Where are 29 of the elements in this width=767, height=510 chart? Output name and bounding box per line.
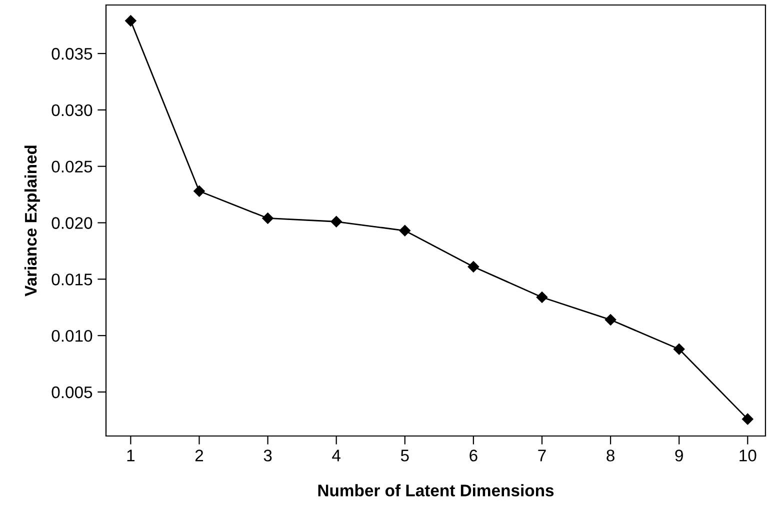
y-tick-label: 0.020 (52, 217, 92, 229)
point (194, 186, 205, 197)
point (262, 212, 274, 224)
x-tick-label: 7 (538, 450, 546, 462)
x-tick-label: 5 (400, 450, 409, 462)
y-tick-label: 0.025 (52, 160, 92, 173)
point (536, 292, 548, 303)
x-tick-label: 1 (127, 450, 134, 462)
x-tick-label: 3 (264, 450, 272, 462)
x-tick-label: 10 (740, 450, 756, 462)
point (742, 413, 754, 425)
y-tick-label: 0.015 (52, 274, 92, 286)
point (125, 15, 136, 26)
x-tick-label: 2 (195, 450, 204, 462)
x-tick-label: 9 (675, 450, 683, 462)
y-tick-label: 0.030 (52, 104, 92, 116)
x-tick-label: 4 (332, 450, 340, 462)
point (468, 261, 480, 272)
y-tick-label: 0.005 (52, 386, 92, 398)
point (604, 314, 616, 326)
x-tick-label: 8 (606, 450, 614, 462)
y-axis-title: Variance Explained (24, 146, 40, 296)
point (399, 225, 410, 236)
x-tick-label: 6 (470, 450, 478, 462)
y-tick-label: 0.010 (52, 330, 92, 342)
x-axis-title: Number of Latent Dimensions (318, 484, 554, 496)
point (330, 216, 342, 228)
y-tick-label: 0.035 (52, 48, 92, 60)
point (673, 344, 685, 355)
